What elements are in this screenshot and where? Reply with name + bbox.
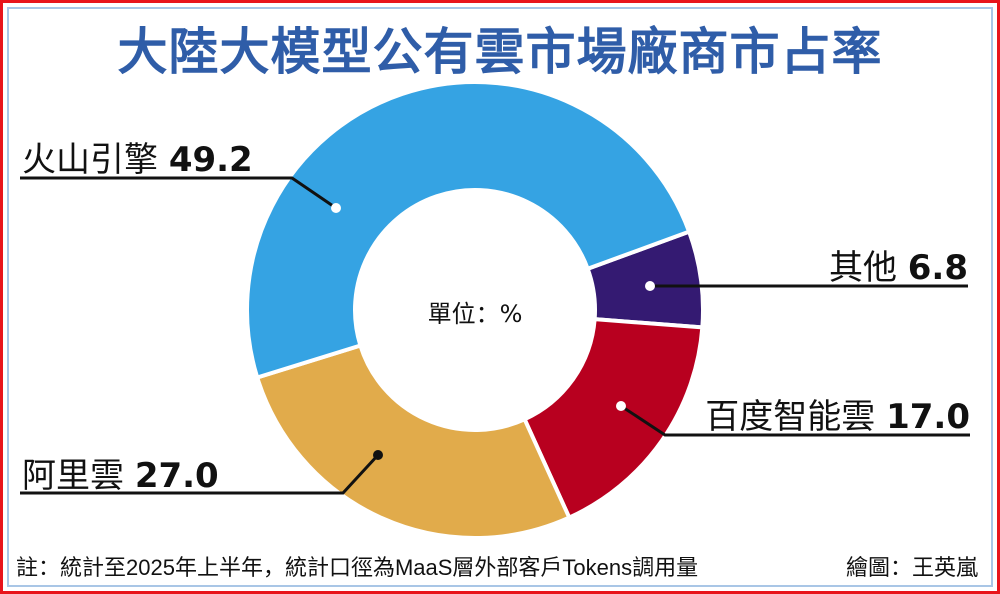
credit: 繪圖：王英嵐 bbox=[845, 555, 978, 580]
label-baidu: 百度智能雲 17.0 bbox=[705, 397, 970, 437]
slice-ali bbox=[254, 343, 572, 540]
leader-huoshan-dot bbox=[331, 203, 341, 213]
leader-huoshan bbox=[20, 176, 337, 210]
leader-baidu bbox=[620, 404, 970, 437]
slice-huoshan bbox=[245, 80, 692, 381]
leader-other-dot bbox=[645, 281, 655, 291]
unit-label: 單位：% bbox=[427, 300, 523, 328]
slice-baidu bbox=[521, 317, 705, 521]
leader-ali-dot bbox=[373, 450, 383, 460]
label-huoshan: 火山引擎 49.2 bbox=[22, 140, 253, 180]
leader-ali bbox=[20, 453, 380, 495]
chart-title: 大陸大模型公有雲市場廠商市占率 bbox=[117, 23, 883, 81]
leader-baidu-dot bbox=[616, 401, 626, 411]
label-ali: 阿里雲 27.0 bbox=[22, 456, 219, 496]
inner-border bbox=[7, 7, 993, 587]
footnote: 註：統計至2025年上半年，統計口徑為MaaS層外部客戶Tokens調用量 bbox=[16, 555, 699, 580]
label-other: 其他 6.8 bbox=[828, 248, 968, 288]
